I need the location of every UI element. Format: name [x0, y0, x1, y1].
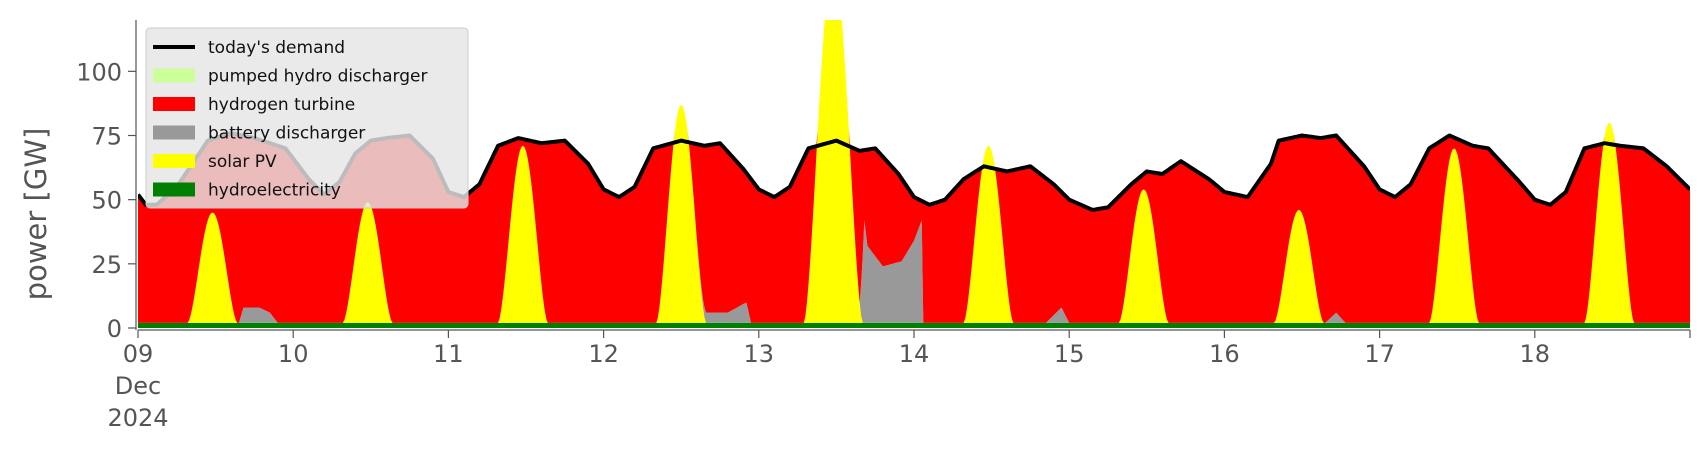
hydroelectricity-area [138, 322, 1690, 328]
x-tick-label: 14 [899, 340, 930, 368]
x-tick-label: Dec [115, 372, 161, 400]
x-tick-label: 2024 [107, 404, 168, 432]
legend-swatch [153, 125, 195, 140]
x-tick-label: 12 [588, 340, 619, 368]
legend-swatch [153, 182, 195, 197]
battery-discharger-area [138, 20, 1690, 323]
legend: today's demand pumped hydro discharger hyd… [145, 27, 469, 209]
legend-label: hydroelectricity [208, 181, 341, 201]
solar-pv-area [138, 20, 1690, 323]
hydrogen-turbine-area [138, 20, 1690, 323]
x-tick-label: 13 [744, 340, 775, 368]
y-tick-label: 75 [91, 123, 122, 151]
axes: 0 25 50 75 100 09 Dec 2024 10 11 12 13 14 15 16 17 18 pow… [19, 20, 1691, 432]
legend-label: today's demand [208, 38, 345, 58]
x-tick-label: 16 [1209, 340, 1240, 368]
x-tick-label: 10 [278, 340, 309, 368]
y-tick-label: 50 [91, 187, 122, 215]
x-tick-label: 11 [433, 340, 464, 368]
legend-label: battery discharger [208, 124, 365, 144]
y-tick-label: 0 [107, 315, 122, 343]
x-tick-label: 17 [1364, 340, 1395, 368]
y-tick-label: 100 [76, 58, 122, 86]
legend-box [145, 27, 469, 209]
x-tick-label: 09 [123, 340, 154, 368]
areas-layer [138, 20, 1690, 328]
x-tick-label: 15 [1054, 340, 1085, 368]
y-axis-label: power [GW] [19, 128, 53, 301]
legend-label: solar PV [208, 152, 277, 172]
legend-label: pumped hydro discharger [208, 67, 427, 87]
legend-swatch [153, 97, 195, 111]
y-tick-label: 25 [91, 251, 122, 279]
legend-swatch [153, 68, 195, 83]
legend-label: hydrogen turbine [208, 95, 355, 115]
legend-swatch [153, 154, 195, 168]
x-tick-label: 18 [1520, 340, 1551, 368]
